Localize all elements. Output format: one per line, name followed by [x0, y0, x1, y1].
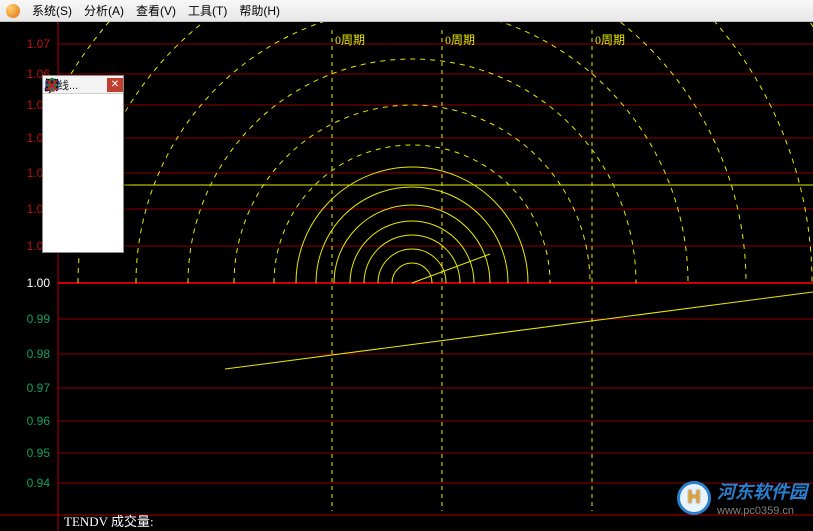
- tool-pointer[interactable]: [45, 96, 70, 118]
- tool-vertical-lines[interactable]: [45, 184, 70, 206]
- menu-tools[interactable]: 工具(T): [182, 2, 233, 19]
- tool-rectangle[interactable]: [70, 184, 95, 206]
- tool-arc[interactable]: [45, 206, 70, 228]
- menu-view[interactable]: 查看(V): [130, 2, 182, 19]
- svg-text:TENDV 成交量:: TENDV 成交量:: [64, 514, 154, 529]
- svg-text:1.07: 1.07: [27, 37, 51, 51]
- svg-text:0.97: 0.97: [27, 381, 51, 395]
- tool-up-arrow-icon[interactable]: [96, 206, 121, 228]
- tool-ray[interactable]: [45, 118, 70, 140]
- menu-bar: 系统(S) 分析(A) 查看(V) 工具(T) 帮助(H): [0, 0, 813, 22]
- tool-percentage[interactable]: [45, 162, 70, 184]
- app-icon: [6, 4, 20, 18]
- svg-text:0周期: 0周期: [335, 33, 365, 47]
- svg-text:1.00: 1.00: [27, 276, 51, 290]
- tool-regression[interactable]: [70, 140, 95, 162]
- drawtools-grid: [43, 94, 123, 252]
- tool-gann-fan[interactable]: [96, 184, 121, 206]
- svg-text:0.96: 0.96: [27, 414, 51, 428]
- tool-channel[interactable]: [45, 140, 70, 162]
- menu-analyze[interactable]: 分析(A): [78, 2, 130, 19]
- svg-text:0.99: 0.99: [27, 312, 51, 326]
- tool-fibonacci-arc[interactable]: [70, 206, 95, 228]
- menu-help[interactable]: 帮助(H): [233, 2, 286, 19]
- tool-text[interactable]: [70, 96, 95, 118]
- tool-line[interactable]: [96, 96, 121, 118]
- tool-empty: [96, 228, 121, 250]
- svg-text:0.98: 0.98: [27, 347, 51, 361]
- svg-text:0周期: 0周期: [445, 33, 475, 47]
- close-icon[interactable]: ✕: [107, 78, 123, 92]
- drawtools-window[interactable]: 画线... ✕: [42, 75, 124, 253]
- chart-area[interactable]: 1.071.061.051.041.031.021.011.000.990.98…: [0, 22, 813, 531]
- tool-horizontal-lines[interactable]: [96, 140, 121, 162]
- tool-delete-icon[interactable]: [70, 228, 95, 250]
- svg-text:0.95: 0.95: [27, 446, 51, 460]
- svg-text:0.94: 0.94: [27, 476, 51, 490]
- tool-zigzag[interactable]: [96, 162, 121, 184]
- tool-down-arrow-icon[interactable]: [45, 228, 70, 250]
- svg-text:0周期: 0周期: [595, 33, 625, 47]
- tool-arrow-line[interactable]: [96, 118, 121, 140]
- tool-parallel[interactable]: [70, 118, 95, 140]
- menu-system[interactable]: 系统(S): [26, 2, 78, 19]
- tool-gann-grid[interactable]: [70, 162, 95, 184]
